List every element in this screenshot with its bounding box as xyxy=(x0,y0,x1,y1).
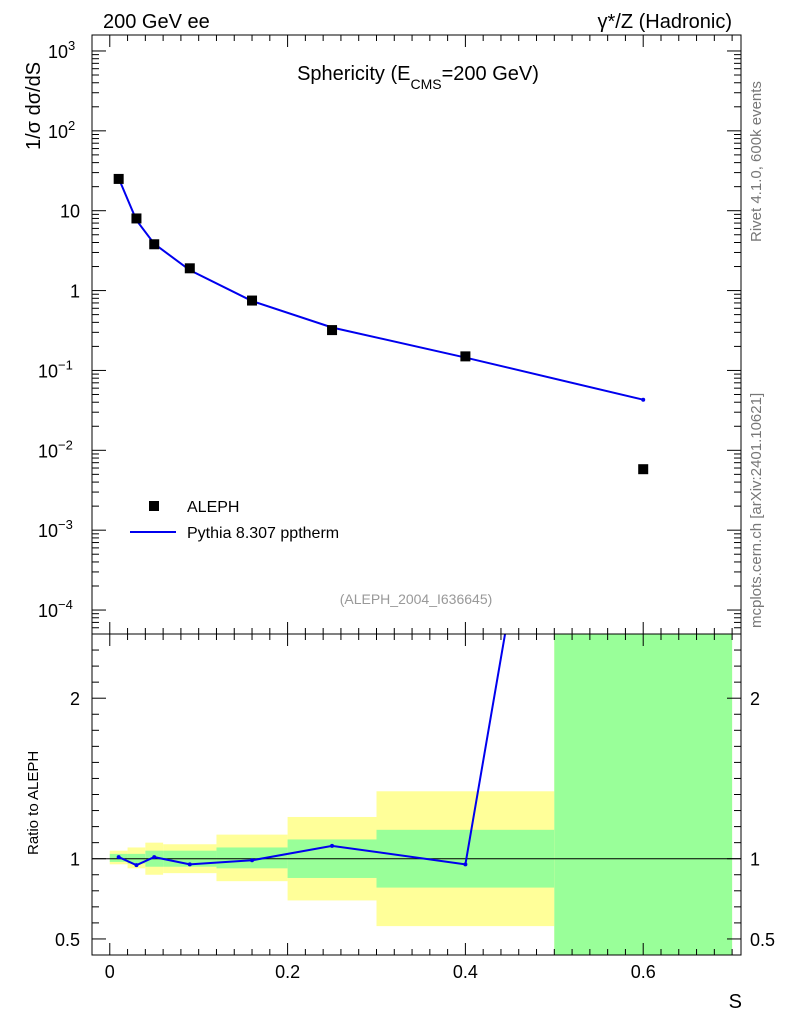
data-series xyxy=(113,173,649,475)
ratio-mc-point-0 xyxy=(116,855,121,860)
analysis-id: (ALEPH_2004_I636645) xyxy=(340,591,493,607)
data-point-7 xyxy=(638,464,649,475)
ratio-mc-point-4 xyxy=(250,858,255,863)
y-tick-label-main-7: 10−4 xyxy=(38,597,73,621)
data-point-0 xyxy=(113,173,124,184)
x-tick-label-2: 0.4 xyxy=(453,962,478,982)
ratio-mc-line xyxy=(118,633,507,867)
header-process: γ*/Z (Hadronic) xyxy=(598,11,732,33)
y-tick-label-main-1: 102 xyxy=(48,118,75,142)
data-point-1 xyxy=(131,213,142,224)
plot-title: Sphericity (ECMS=200 GeV) xyxy=(297,63,539,92)
main-frame xyxy=(91,34,742,635)
x-axis-title: S xyxy=(729,991,742,1013)
ratio-mc-point-3 xyxy=(187,862,192,867)
legend-label-aleph: ALEPH xyxy=(187,499,239,516)
y-tick-exp-0: 3 xyxy=(68,38,75,53)
y-tick-exp-5: −2 xyxy=(58,437,73,452)
y-tick-label-main-0: 103 xyxy=(48,38,75,62)
ratio-mc-series xyxy=(116,633,507,868)
data-point-6 xyxy=(460,351,471,362)
plot-title-prefix: Sphericity (E xyxy=(297,63,410,85)
y-tick-exp-6: −3 xyxy=(58,517,73,532)
y-tick-label-main-2: 10 xyxy=(60,202,80,222)
y-tick-exp-7: −4 xyxy=(58,597,73,612)
mc-line xyxy=(117,177,644,401)
y-tick-label-ratio-right-2: 2 xyxy=(750,689,760,709)
y-tick-label-ratio-right-0: 0.5 xyxy=(750,930,775,950)
data-point-2 xyxy=(149,239,160,250)
ratio-mc-point-5 xyxy=(330,843,335,848)
y-tick-base-0: 10 xyxy=(48,42,68,62)
data-point-3 xyxy=(184,263,195,274)
y-tick-base-4: 10 xyxy=(38,361,58,381)
data-point-5 xyxy=(327,325,338,336)
header-energy: 200 GeV ee xyxy=(103,11,210,33)
y-tick-label-ratio-left-2: 2 xyxy=(70,689,80,709)
band-inner-7 xyxy=(554,634,733,955)
y-tick-base-5: 10 xyxy=(38,441,58,461)
x-tick-label-1: 0.2 xyxy=(275,962,300,982)
y-tick-label-main-3: 1 xyxy=(70,282,80,302)
y-tick-base-1: 10 xyxy=(48,122,68,142)
y-tick-exp-1: 2 xyxy=(68,118,75,133)
plot-title-subscript: CMS xyxy=(410,76,441,92)
ratio-bands xyxy=(109,634,733,955)
y-tick-label-main-5: 10−2 xyxy=(38,437,73,461)
y-tick-label-main-4: 10−1 xyxy=(38,357,73,381)
y-tick-label-ratio-left-0: 0.5 xyxy=(55,930,80,950)
y-tick-label-ratio-right-1: 1 xyxy=(750,850,760,870)
y-tick-label-main-6: 10−3 xyxy=(38,517,73,541)
y-tick-exp-4: −1 xyxy=(58,357,73,372)
mc-series xyxy=(116,176,646,402)
plot-title-suffix: =200 GeV) xyxy=(442,63,539,85)
y-tick-base-6: 10 xyxy=(38,521,58,541)
mc-point-7 xyxy=(641,397,646,402)
x-tick-label-0: 0 xyxy=(105,962,115,982)
y-axis-title-main: 1/σ dσ/dS xyxy=(23,62,45,150)
mcplots-label: mcplots.cern.ch [arXiv:2401.10621] xyxy=(748,393,765,628)
ratio-mc-point-2 xyxy=(152,855,157,860)
y-tick-base-3: 1 xyxy=(70,282,80,302)
legend-marker-aleph xyxy=(149,501,159,511)
x-tick-label-3: 0.6 xyxy=(631,962,656,982)
y-tick-base-7: 10 xyxy=(38,601,58,621)
legend-label-mc: Pythia 8.307 pptherm xyxy=(187,525,339,542)
y-tick-base-2: 10 xyxy=(60,202,80,222)
band-inner-4 xyxy=(216,847,288,869)
y-axis-title-ratio: Ratio to ALEPH xyxy=(25,751,42,855)
y-tick-label-ratio-left-1: 1 xyxy=(70,850,80,870)
ratio-mc-point-1 xyxy=(134,863,139,868)
rivet-label: Rivet 4.1.0, 600k events xyxy=(748,81,765,242)
ratio-mc-point-6 xyxy=(463,862,468,867)
data-point-4 xyxy=(247,295,258,306)
legend: ALEPH Pythia 8.307 pptherm xyxy=(130,499,339,542)
